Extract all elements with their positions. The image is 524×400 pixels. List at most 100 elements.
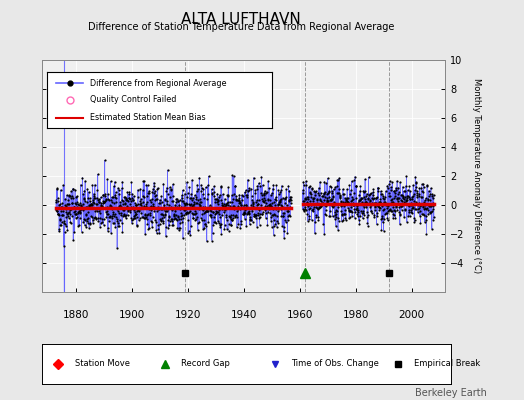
Point: [199, 186, 208, 192]
Point: [195, 218, 203, 225]
Point: [171, 208, 180, 214]
Point: [350, 206, 358, 212]
Point: [73, 209, 82, 215]
Point: [92, 201, 101, 208]
Point: [354, 200, 362, 206]
Point: [64, 192, 73, 198]
Point: [282, 208, 291, 214]
Point: [333, 190, 341, 196]
Point: [299, 198, 308, 205]
Point: [86, 220, 94, 226]
Point: [274, 200, 282, 207]
Point: [238, 196, 246, 203]
Point: [66, 207, 74, 213]
Point: [273, 213, 281, 220]
Point: [365, 201, 374, 208]
Point: [83, 199, 91, 205]
Point: [63, 200, 71, 207]
Point: [136, 215, 144, 221]
Point: [109, 209, 117, 215]
Point: [108, 220, 117, 226]
Point: [74, 223, 82, 229]
Point: [143, 216, 151, 222]
Point: [378, 213, 387, 219]
Point: [170, 211, 178, 217]
Point: [247, 192, 256, 199]
Point: [127, 197, 135, 204]
Point: [79, 191, 88, 197]
Point: [187, 223, 195, 229]
Point: [257, 211, 266, 218]
Point: [261, 215, 270, 221]
Point: [347, 187, 355, 194]
Point: [369, 194, 378, 201]
Point: [246, 205, 255, 212]
Point: [251, 187, 259, 194]
Point: [418, 203, 427, 209]
Point: [399, 193, 407, 199]
Point: [67, 206, 75, 212]
Point: [75, 208, 83, 214]
Point: [101, 191, 110, 197]
Point: [145, 188, 153, 194]
Point: [102, 197, 110, 203]
Point: [235, 191, 244, 198]
Point: [219, 203, 227, 209]
Point: [238, 204, 246, 211]
Point: [83, 218, 91, 224]
Text: Empirical Break: Empirical Break: [414, 360, 480, 368]
Point: [97, 202, 105, 209]
Point: [177, 204, 185, 210]
Point: [63, 226, 72, 233]
Point: [53, 185, 61, 192]
Point: [337, 208, 345, 215]
Point: [173, 204, 181, 210]
Point: [430, 214, 438, 220]
Point: [325, 194, 333, 200]
Point: [348, 196, 357, 202]
Point: [424, 188, 433, 194]
Point: [410, 219, 419, 225]
Point: [172, 212, 180, 218]
Point: [430, 192, 438, 198]
Point: [122, 195, 130, 201]
Point: [342, 200, 351, 207]
Point: [170, 212, 178, 218]
Point: [90, 215, 98, 221]
Point: [97, 200, 106, 206]
Point: [271, 194, 280, 200]
Point: [59, 182, 68, 188]
Point: [364, 223, 373, 229]
Point: [208, 237, 216, 244]
Point: [307, 202, 315, 208]
Point: [99, 192, 107, 198]
Point: [365, 200, 374, 206]
Point: [309, 207, 318, 214]
Point: [193, 200, 201, 206]
Point: [277, 187, 286, 193]
Point: [398, 203, 407, 209]
Point: [260, 188, 269, 194]
Point: [166, 184, 174, 190]
Point: [85, 195, 94, 202]
Point: [337, 201, 345, 208]
Point: [190, 204, 198, 210]
Point: [220, 201, 228, 207]
Point: [355, 192, 364, 198]
Point: [108, 206, 116, 212]
Point: [330, 186, 338, 192]
Point: [253, 182, 261, 189]
Point: [94, 197, 102, 203]
Point: [168, 222, 177, 228]
Point: [374, 184, 382, 191]
Point: [268, 212, 276, 218]
Point: [154, 185, 162, 191]
Point: [108, 194, 117, 200]
Point: [167, 215, 175, 222]
Point: [166, 194, 174, 200]
Point: [397, 192, 406, 198]
Point: [267, 203, 276, 210]
Point: [172, 217, 181, 223]
Point: [354, 198, 363, 204]
Point: [208, 191, 216, 198]
